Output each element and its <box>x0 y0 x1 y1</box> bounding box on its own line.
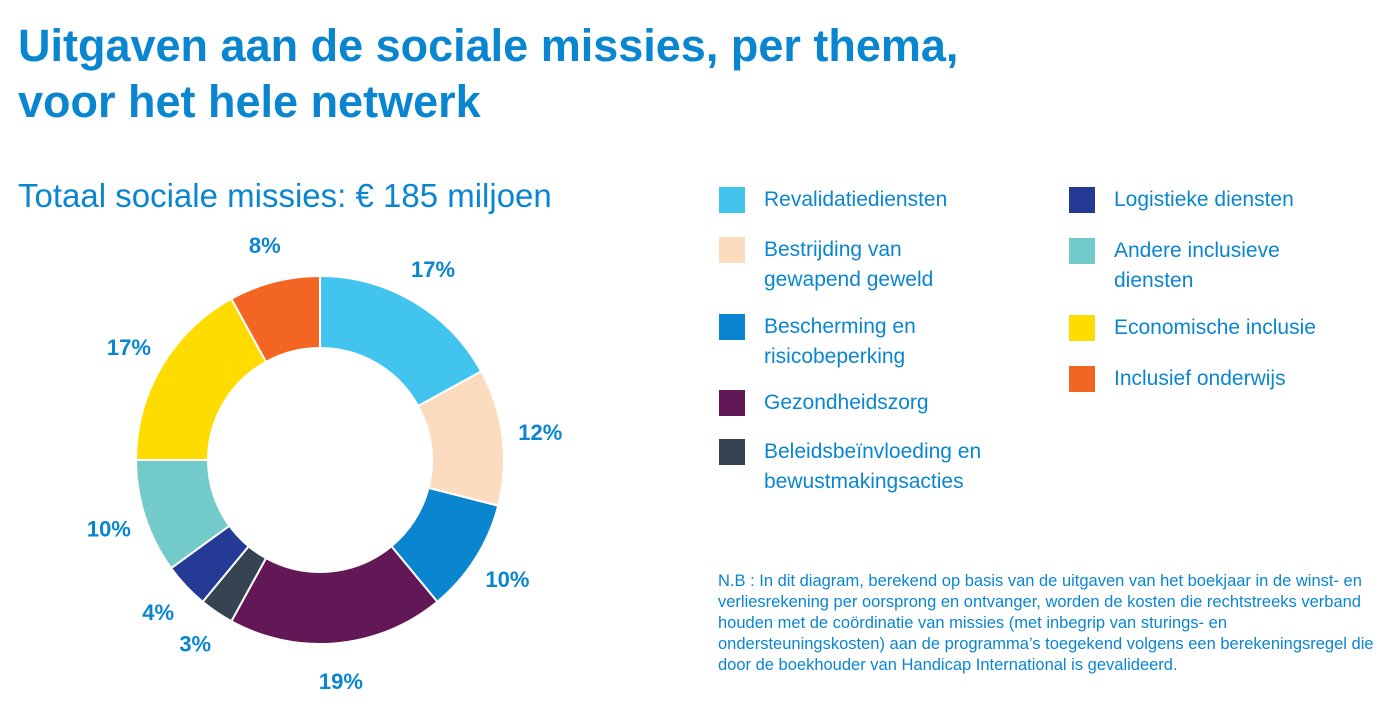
slice-inclusief-onderwijs <box>229 274 321 364</box>
legend-item-bescherming-risicobeperking: Bescherming en risicobeperking <box>719 312 999 372</box>
legend-label: Gezondheidszorg <box>764 391 929 414</box>
legend-swatch <box>1069 366 1095 392</box>
legend-swatch <box>719 314 745 340</box>
footnote: N.B : In dit diagram, berekend op basis … <box>718 572 1374 674</box>
legend-swatch <box>1069 187 1095 213</box>
slice-label: 12% <box>518 420 562 445</box>
slice-label: 8% <box>249 233 281 258</box>
page-title: Uitgaven aan de sociale missies, per the… <box>18 18 1098 130</box>
legend-item-bestrijding-gewapend-geweld: Bestrijding van gewapend geweld <box>719 235 999 295</box>
legend-item-inclusief-onderwijs: Inclusief onderwijs <box>1069 364 1389 394</box>
slice-label: 17% <box>107 335 151 360</box>
legend-item-beleidsbeinvloeding: Beleidsbeïnvloeding en bewustmakingsacti… <box>719 437 1039 497</box>
legend-swatch <box>719 390 745 416</box>
title-line-2: voor het hele netwerk <box>18 76 481 127</box>
legend-item-andere-inclusieve-diensten: Andere inclusieve diensten <box>1069 236 1369 296</box>
legend-swatch <box>1069 238 1095 264</box>
legend-item-gezondheidszorg: Gezondheidszorg <box>719 388 1039 418</box>
legend-item-economische-inclusie: Economische inclusie <box>1069 313 1389 343</box>
title-line-1: Uitgaven aan de sociale missies, per the… <box>18 20 959 71</box>
legend-label: Andere inclusieve diensten <box>1114 239 1280 292</box>
slice-label: 17% <box>411 257 455 282</box>
legend-label: Bescherming en risicobeperking <box>764 315 916 368</box>
legend-label: Revalidatiediensten <box>764 188 948 211</box>
slice-label: 4% <box>142 600 174 625</box>
slice-label: 10% <box>87 517 131 542</box>
slice-label: 19% <box>319 669 363 694</box>
legend-label: Bestrijding van gewapend geweld <box>764 238 934 291</box>
legend-label: Beleidsbeïnvloeding en bewustmakingsacti… <box>764 440 982 493</box>
legend-swatch <box>1069 315 1095 341</box>
legend-item-logistieke-diensten: Logistieke diensten <box>1069 185 1389 215</box>
slice-label: 3% <box>179 632 211 657</box>
slice-label: 10% <box>485 567 529 592</box>
legend-swatch <box>719 187 745 213</box>
legend-swatch <box>719 439 745 465</box>
legend-swatch <box>719 237 745 263</box>
donut-chart: 17% 12% 10% 19% 3%4% 10% 17% 8% <box>87 233 562 694</box>
legend-label: Economische inclusie <box>1114 316 1316 339</box>
legend-label: Inclusief onderwijs <box>1114 367 1286 390</box>
chart-subtitle: Totaal sociale missies: € 185 miljoen <box>18 177 552 214</box>
legend-label: Logistieke diensten <box>1114 188 1294 211</box>
legend-item-revalidatiediensten: Revalidatiediensten <box>719 185 1039 215</box>
